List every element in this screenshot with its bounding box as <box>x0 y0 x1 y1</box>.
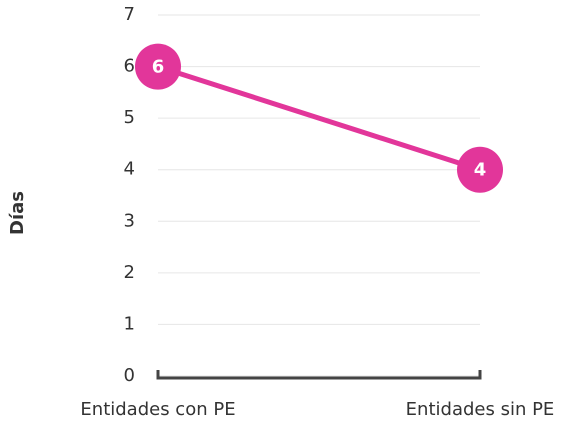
x-tick-label: Entidades sin PE <box>406 399 555 420</box>
y-tick-label: 1 <box>124 313 135 334</box>
y-tick-label: 5 <box>124 107 135 128</box>
y-axis-label: Días <box>7 191 28 235</box>
y-tick-label: 6 <box>124 56 135 77</box>
y-tick-label: 2 <box>124 262 135 283</box>
y-tick-label: 3 <box>124 210 135 231</box>
line <box>157 64 481 173</box>
data-label: 4 <box>474 160 487 181</box>
point-marker <box>457 146 503 193</box>
x-axis <box>156 370 482 380</box>
y-tick-label: 0 <box>124 365 135 386</box>
y-tick-label: 4 <box>124 159 135 180</box>
data-label: 6 <box>152 57 165 78</box>
y-tick-label: 7 <box>124 4 135 25</box>
point-marker <box>135 43 181 90</box>
x-tick-label: Entidades con PE <box>80 399 235 420</box>
